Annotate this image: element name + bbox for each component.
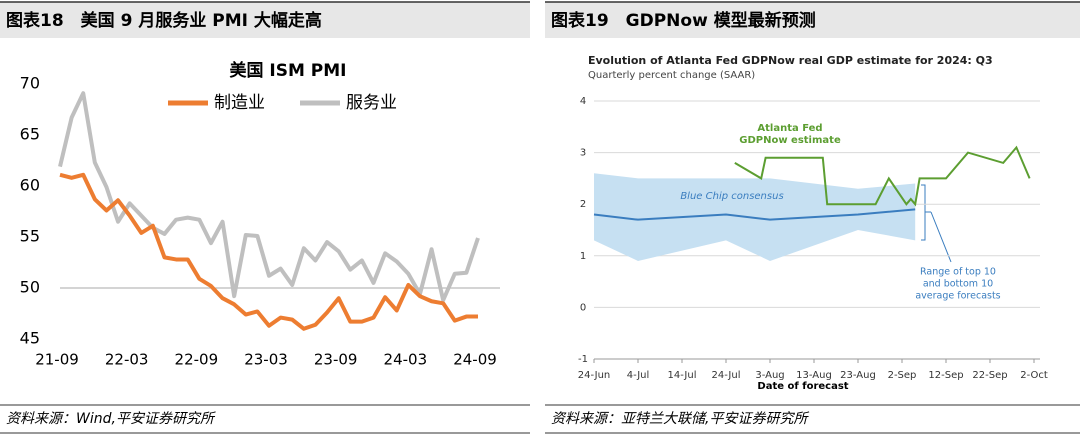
panel-header: 图表18 美国 9 月服务业 PMI 大幅走高 [6, 10, 322, 31]
source: 资料来源：亚特兰大联储,平安证券研究所 [551, 411, 809, 427]
x-tick-label: 2-Sep [888, 370, 917, 381]
x-tick-label: 4-Jul [627, 370, 650, 381]
x-tick-label: 24-Jun [578, 370, 611, 381]
y-tick-label: -1 [578, 354, 588, 365]
y-tick-label: 1 [580, 251, 586, 262]
chart-title: 美国 ISM PMI [229, 60, 346, 81]
panel-header: 图表19 GDPNow 模型最新预测 [551, 10, 816, 31]
annotation: Blue Chip consensus [680, 191, 783, 202]
x-tick-label: 13-Aug [796, 370, 832, 381]
x-tick-label: 22-09 [175, 351, 219, 369]
y-tick-label: 45 [20, 329, 40, 348]
y-tick-label: 0 [580, 302, 586, 313]
source: 资料来源：Wind,平安证券研究所 [6, 411, 216, 427]
bracket [921, 184, 952, 263]
x-tick-label: 24-Jul [712, 370, 741, 381]
series-line [59, 172, 478, 331]
x-tick-label: 3-Aug [755, 370, 784, 381]
x-tick-label: 23-09 [314, 351, 358, 369]
x-tick-label: 24-03 [384, 351, 428, 369]
x-tick-label: 22-03 [105, 351, 149, 369]
x-tick-label: 12-Sep [928, 370, 963, 381]
x-tick-label: 22-Sep [972, 370, 1007, 381]
y-tick-label: 3 [580, 148, 586, 159]
x-tick-label: 2-Oct [1020, 370, 1048, 381]
y-tick-label: 60 [20, 176, 40, 195]
legend-label: 制造业 [214, 93, 265, 113]
annotation: Atlanta Fed [757, 123, 822, 134]
x-axis-title: Date of forecast [757, 381, 848, 392]
series-line [734, 145, 1031, 207]
y-tick-label: 4 [580, 96, 586, 107]
x-tick-label: 23-03 [244, 351, 288, 369]
y-tick-label: 2 [580, 199, 586, 210]
x-tick-label: 24-09 [453, 351, 497, 369]
y-tick-label: 70 [20, 74, 40, 93]
series-line [58, 91, 480, 303]
x-tick-label: 14-Jul [668, 370, 697, 381]
annotation: GDPNow estimate [739, 135, 841, 146]
header-bg [0, 2, 530, 38]
header-bg [545, 2, 1080, 38]
x-tick-label: 23-Aug [840, 370, 876, 381]
annotation: average forecasts [915, 291, 1000, 302]
annotation: and bottom 10 [923, 279, 993, 290]
chart-title: Evolution of Atlanta Fed GDPNow real GDP… [588, 54, 993, 67]
series-line [593, 208, 916, 221]
legend-label: 服务业 [346, 93, 397, 113]
chart-subtitle: Quarterly percent change (SAAR) [588, 70, 755, 81]
annotation: Range of top 10 [920, 267, 996, 278]
y-tick-label: 55 [20, 227, 40, 246]
x-tick-label: 21-09 [35, 351, 79, 369]
y-tick-label: 65 [20, 125, 40, 144]
y-tick-label: 50 [20, 278, 40, 297]
